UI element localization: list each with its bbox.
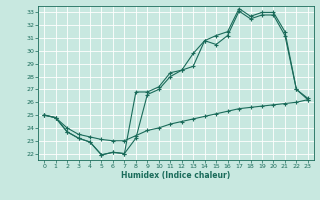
X-axis label: Humidex (Indice chaleur): Humidex (Indice chaleur) xyxy=(121,171,231,180)
